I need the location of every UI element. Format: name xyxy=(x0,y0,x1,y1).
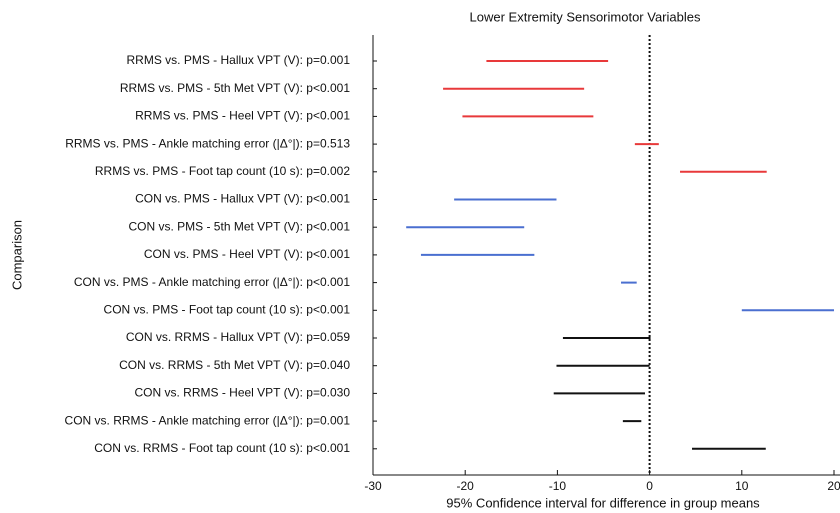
x-tick-label: -20 xyxy=(457,479,475,493)
y-tick-label: CON vs. RRMS - Heel VPT (V): p=0.030 xyxy=(134,386,350,400)
y-tick-label: CON vs. PMS - Ankle matching error (|Δ°|… xyxy=(74,275,350,289)
x-tick-label: 10 xyxy=(735,479,749,493)
y-tick-label: CON vs. PMS - Heel VPT (V): p<0.001 xyxy=(144,247,351,261)
y-tick-label: CON vs. RRMS - Ankle matching error (|Δ°… xyxy=(65,413,351,427)
y-axis-label: Comparison xyxy=(9,220,24,290)
y-tick-label: RRMS vs. PMS - Foot tap count (10 s): p=… xyxy=(95,164,350,178)
x-tick-label: 0 xyxy=(646,479,653,493)
y-tick-label: RRMS vs. PMS - Heel VPT (V): p<0.001 xyxy=(135,109,350,123)
x-tick-label: -30 xyxy=(364,479,382,493)
x-tick-label: 20 xyxy=(827,479,840,493)
y-tick-label: CON vs. RRMS - Foot tap count (10 s): p<… xyxy=(94,441,350,455)
y-tick-label: CON vs. RRMS - 5th Met VPT (V): p=0.040 xyxy=(119,358,350,372)
y-tick-label: RRMS vs. PMS - Hallux VPT (V): p=0.001 xyxy=(126,53,350,67)
x-tick-label: -10 xyxy=(549,479,567,493)
y-tick-label: CON vs. RRMS - Hallux VPT (V): p=0.059 xyxy=(126,330,351,344)
y-tick-label: CON vs. PMS - Foot tap count (10 s): p<0… xyxy=(104,302,351,316)
x-axis-label: 95% Confidence interval for difference i… xyxy=(446,495,760,510)
y-tick-label: RRMS vs. PMS - 5th Met VPT (V): p<0.001 xyxy=(120,81,351,95)
y-tick-label: CON vs. PMS - 5th Met VPT (V): p<0.001 xyxy=(128,219,350,233)
chart-title: Lower Extremity Sensorimotor Variables xyxy=(470,9,701,24)
y-tick-label: CON vs. PMS - Hallux VPT (V): p<0.001 xyxy=(135,192,350,206)
y-tick-label: RRMS vs. PMS - Ankle matching error (|Δ°… xyxy=(65,136,350,150)
